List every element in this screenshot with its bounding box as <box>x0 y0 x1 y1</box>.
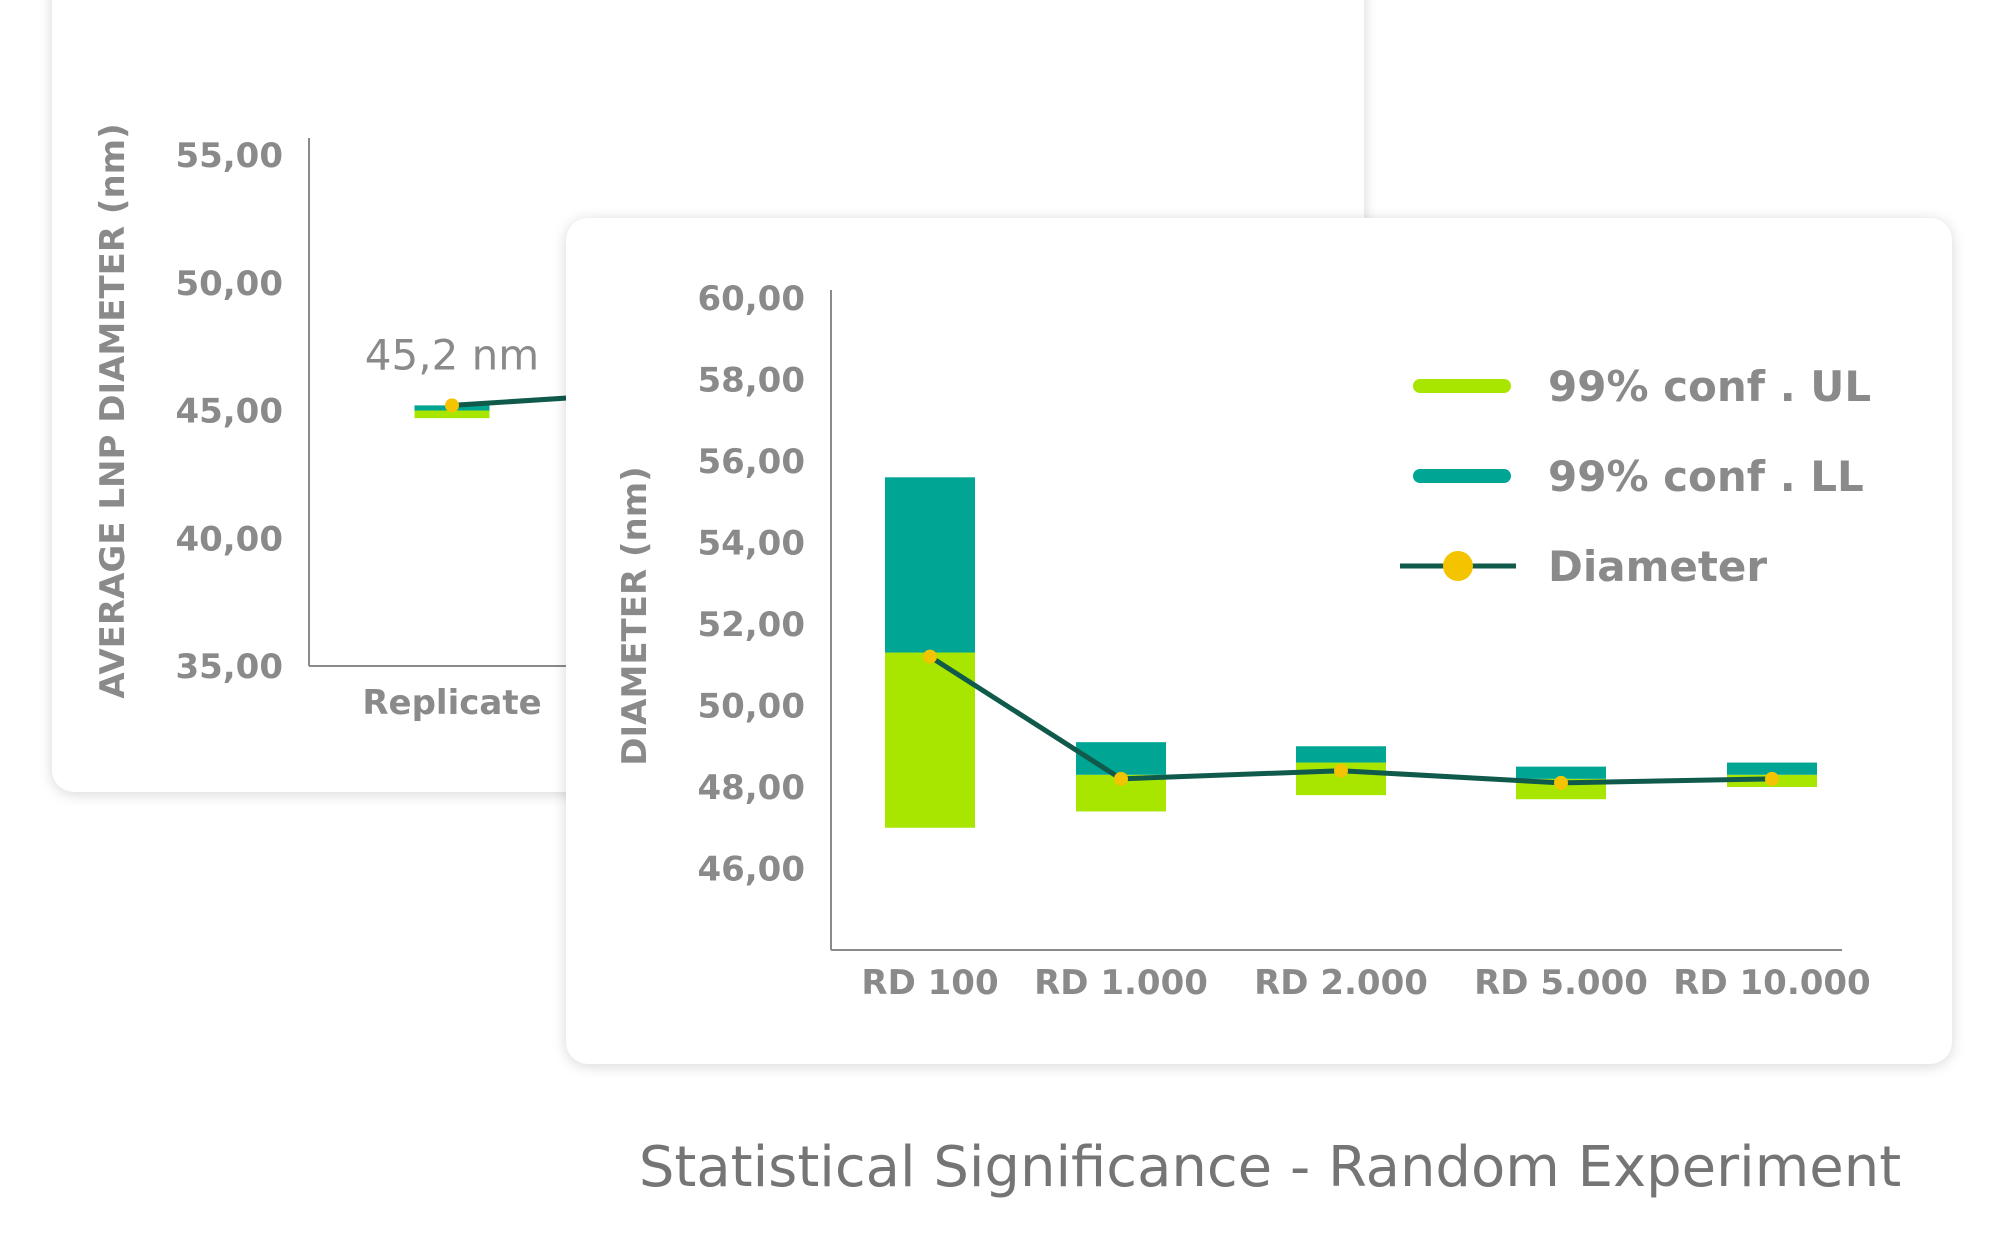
x-category-label: RD 2.000 <box>1254 963 1428 1003</box>
y-axis-title: AVERAGE LNP DIAMETER (nm) <box>93 123 133 698</box>
x-category-label: RD 5.000 <box>1474 963 1648 1003</box>
y-tick-label: 46,00 <box>697 850 805 890</box>
y-tick-label: 58,00 <box>697 361 805 401</box>
range-bar <box>1727 762 1817 775</box>
figure-caption: Statistical Significance - Random Experi… <box>638 1135 1902 1200</box>
y-axis-title: DIAMETER (nm) <box>615 466 655 765</box>
legend-label: 99% conf . UL <box>1548 362 1871 411</box>
diameter-point <box>1334 763 1348 778</box>
range-bar <box>885 477 975 653</box>
y-tick-label: 50,00 <box>697 687 805 727</box>
diameter-point <box>1554 775 1568 790</box>
legend-label: 99% conf . LL <box>1548 452 1864 501</box>
range-bar <box>414 410 490 419</box>
y-tick-label: 45,00 <box>175 392 283 432</box>
x-category-label: RD 1.000 <box>1034 963 1208 1003</box>
diameter-point <box>1114 771 1128 786</box>
diameter-point <box>445 398 459 413</box>
range-bar <box>1296 746 1386 763</box>
random-experiment-chart: 46,00 48,00 50,00 52,00 54,00 56,00 58,00 60,00… <box>615 279 1871 1003</box>
diameter-point <box>1765 771 1779 786</box>
y-tick-label: 56,00 <box>697 442 805 482</box>
y-tick-label: 50,00 <box>175 264 283 304</box>
range-bar <box>885 652 975 828</box>
legend-label: Diameter <box>1548 542 1767 591</box>
x-category-label: RD 10.000 <box>1673 963 1870 1003</box>
diameter-point <box>923 649 937 664</box>
y-tick-label: 48,00 <box>697 768 805 808</box>
y-tick-label: 55,00 <box>175 136 283 176</box>
range-bar <box>1516 766 1606 779</box>
legend-swatch-marker <box>1443 551 1473 581</box>
y-tick-label: 60,00 <box>697 279 805 319</box>
x-category-label: RD 100 <box>861 963 998 1003</box>
y-tick-label: 52,00 <box>697 605 805 645</box>
x-category-label: Replicate <box>362 683 541 723</box>
y-tick-label: 54,00 <box>697 524 805 564</box>
replicate-chart: 35,00 40,00 45,00 50,00 55,00 AVERAGE LNP DIA… <box>93 123 613 723</box>
y-tick-label: 35,00 <box>175 647 283 687</box>
y-tick-label: 40,00 <box>175 519 283 559</box>
random-experiment-chart-card: 46,00 48,00 50,00 52,00 54,00 56,00 58,00 60,00… <box>566 218 1952 1064</box>
value-annotation: 45,2 nm <box>365 330 539 379</box>
